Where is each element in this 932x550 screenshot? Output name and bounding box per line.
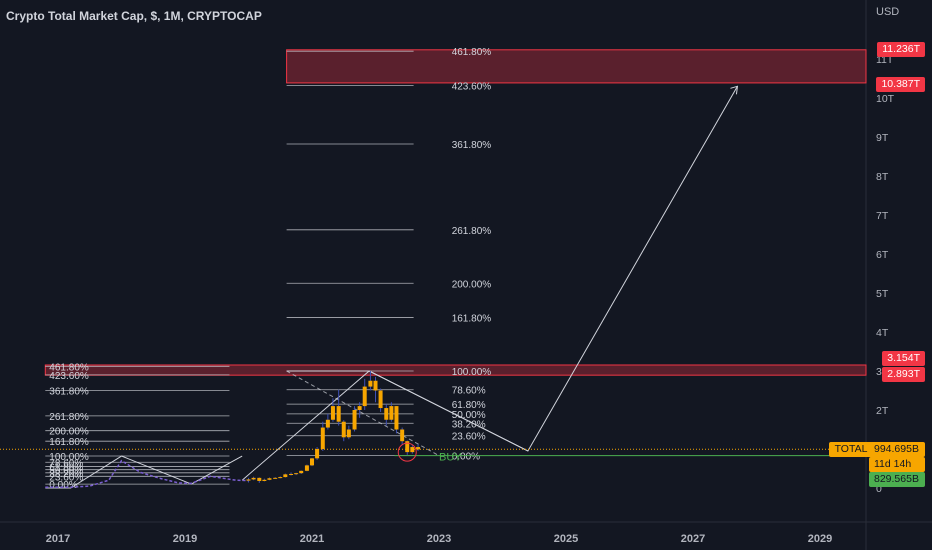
- fib-level-label: 361.80%: [49, 387, 89, 398]
- axis-currency: USD: [876, 6, 900, 18]
- y-tick-label: 7T: [876, 210, 889, 222]
- buy-label: BUY: [439, 452, 462, 464]
- candle-body: [262, 479, 267, 481]
- fib-level-label: 78.60%: [452, 386, 486, 397]
- candle-body: [405, 441, 410, 453]
- y-tick-label: 5T: [876, 288, 889, 300]
- fib-level-label: 261.80%: [452, 226, 492, 237]
- candle-body: [310, 458, 314, 466]
- candle-body: [294, 473, 299, 475]
- x-tick-label: 2023: [427, 533, 451, 545]
- price-tag-lower-bottom: 2.893T: [882, 367, 925, 382]
- y-tick-label: 6T: [876, 249, 889, 261]
- fib-level-label: 161.80%: [452, 314, 492, 325]
- zigzag-2018: [45, 455, 243, 489]
- y-tick-label: 0: [876, 483, 882, 495]
- candle-body: [373, 380, 378, 391]
- fib-level-label: 361.80%: [452, 140, 492, 151]
- fib-level-label: 61.80%: [452, 400, 486, 411]
- chart-title: Crypto Total Market Cap, $, 1M, CRYPTOCA…: [6, 9, 262, 23]
- candle-body: [341, 421, 346, 438]
- candle-body: [394, 406, 399, 430]
- candle-body: [378, 390, 383, 409]
- candle-body: [346, 429, 351, 438]
- fib-level-label: 461.80%: [452, 47, 492, 58]
- target-price-tag: 829.565B: [869, 472, 925, 487]
- price-tag-upper-bottom: 10.387T: [876, 77, 925, 92]
- y-tick-label: 10T: [876, 93, 895, 105]
- candle-body: [315, 449, 320, 459]
- resistance-zone: [44, 364, 867, 376]
- candle-body: [320, 427, 325, 449]
- candle-body: [400, 429, 405, 442]
- candle-body: [362, 386, 367, 407]
- candle-body: [246, 479, 251, 481]
- fib-level-label: 423.60%: [49, 371, 89, 382]
- fib-level-label: 100.00%: [452, 367, 492, 378]
- total-symbol-tag: TOTAL: [829, 442, 873, 457]
- candle-body: [251, 477, 256, 480]
- fib-level-label: 200.00%: [49, 427, 89, 438]
- candle-body: [299, 470, 304, 474]
- candle-body: [273, 477, 278, 479]
- fib-level-label: 23.60%: [49, 472, 83, 483]
- fib-level-label: 261.80%: [49, 412, 89, 423]
- y-tick-label: 8T: [876, 171, 889, 183]
- projection-arrowhead: [730, 85, 739, 95]
- fib-level-label: 461.80%: [49, 362, 89, 373]
- y-tick-label: 4T: [876, 327, 889, 339]
- fib-level-label: 61.80%: [49, 463, 83, 474]
- x-tick-label: 2019: [173, 533, 197, 545]
- candle-body: [384, 408, 389, 420]
- fib-level-label: 161.80%: [49, 437, 89, 448]
- fib-level-label: 100.00%: [49, 452, 89, 463]
- price-tag-upper-top: 11.236T: [877, 42, 925, 57]
- x-tick-label: 2027: [681, 533, 705, 545]
- candle-body: [330, 406, 335, 420]
- fib-level-label: 0.00%: [49, 480, 77, 491]
- projection-line: [368, 86, 738, 452]
- candle-body: [389, 406, 394, 420]
- candle-body: [267, 478, 272, 480]
- fib-level-label: 200.00%: [452, 279, 492, 290]
- candle-body: [325, 419, 330, 428]
- candle-body: [368, 380, 373, 387]
- fib-level-label: 50.00%: [452, 410, 486, 421]
- x-tick-label: 2025: [554, 533, 578, 545]
- fib-level-label: 78.60%: [49, 458, 83, 469]
- fib-level-label: 50.00%: [49, 466, 83, 477]
- candle-body: [257, 477, 262, 481]
- fib-level-label: 423.60%: [452, 82, 492, 93]
- x-tick-label: 2021: [300, 533, 324, 545]
- bottom-marker-circle: [397, 442, 417, 462]
- candle-body: [278, 477, 283, 479]
- resistance-zone: [286, 49, 867, 84]
- candle-body: [304, 465, 309, 471]
- bar-countdown-tag: 11d 14h: [869, 457, 925, 472]
- candle-body: [416, 447, 421, 450]
- total-price-tag: 994.695B: [869, 442, 925, 457]
- candle-body: [410, 447, 415, 453]
- x-tick-label: 2017: [46, 533, 70, 545]
- history-line: [45, 459, 249, 488]
- y-tick-label: 9T: [876, 132, 889, 144]
- y-tick-label: 11T: [876, 54, 894, 66]
- candle-body: [336, 406, 341, 422]
- fib-trend-dashed: [286, 370, 440, 457]
- candle-body: [283, 474, 288, 478]
- candle-body: [289, 473, 294, 475]
- fib-level-label: 0.00%: [452, 452, 480, 463]
- candle-body: [352, 410, 357, 430]
- candle-body: [357, 406, 362, 410]
- fib-level-label: 23.60%: [452, 432, 486, 443]
- price-tag-lower-top: 3.154T: [882, 351, 925, 366]
- fib-level-label: 38.20%: [49, 469, 83, 480]
- y-tick-label: 2T: [876, 405, 889, 417]
- x-tick-label: 2029: [808, 533, 832, 545]
- fib-level-label: 38.20%: [452, 419, 486, 430]
